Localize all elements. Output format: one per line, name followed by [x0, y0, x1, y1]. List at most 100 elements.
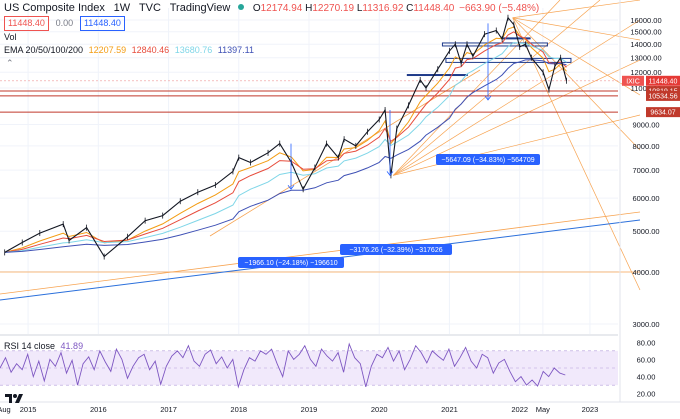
rsi-label: RSI 14 close [4, 341, 56, 351]
ema-line-20 [4, 26, 567, 253]
y-tick-label: 9000.00 [632, 120, 659, 129]
rsi-tick-label: 60.00 [637, 355, 656, 364]
y-tick-label: 8000.00 [632, 142, 659, 151]
measure-label-bg[interactable] [238, 257, 344, 268]
resistance-box[interactable] [445, 57, 572, 63]
resistance-box[interactable] [406, 74, 468, 77]
ohlc-high: H12270.19 [305, 3, 354, 14]
level-tag-text: 9634.07 [650, 110, 675, 117]
fan-trendline[interactable] [512, 17, 641, 41]
measure-label-bg[interactable] [340, 244, 452, 255]
current-price-tag [646, 75, 680, 86]
ohlc-close: C11448.40 [406, 3, 454, 14]
y-tick-label: 6000.00 [632, 194, 659, 203]
close-label: C [406, 3, 414, 14]
sell-price-box[interactable]: 11448.40 [4, 16, 49, 31]
rsi-indicator[interactable]: RSI 14 close 41.89 [4, 341, 83, 351]
x-tick-label: May [536, 405, 550, 414]
rsi-tick-label: 20.00 [637, 390, 656, 399]
fan-trendline[interactable] [393, 0, 601, 176]
fan-trendline[interactable] [393, 19, 641, 176]
level-tag-text: 10534.56 [648, 93, 677, 100]
fan-trendline[interactable] [393, 59, 641, 176]
ema-line-100 [4, 41, 567, 253]
fan-trendline[interactable] [512, 17, 641, 96]
level-tag [646, 90, 680, 101]
symbol-tag [622, 75, 644, 86]
interval[interactable]: 1W [113, 2, 131, 14]
y-tick-label: 3000.00 [632, 320, 659, 329]
high-value: 12270.19 [312, 3, 355, 14]
current-price-text: 11448.40 [649, 78, 678, 85]
tv-logo-mark [5, 394, 23, 403]
ema-line-200 [4, 59, 567, 253]
low-value: 11316.92 [362, 3, 404, 14]
price-line [4, 16, 568, 258]
high-label: H [305, 3, 313, 14]
arrow-head-icon [287, 185, 295, 190]
y-tick-label: 14000.00 [630, 40, 661, 49]
y-tick-label: 13000.00 [630, 54, 661, 63]
x-tick-label: 2021 [441, 405, 458, 414]
ema100-value: 13680.76 [174, 45, 213, 55]
x-tick-label: 2019 [301, 405, 318, 414]
resistance-box[interactable] [441, 42, 548, 47]
open-label: O [252, 3, 261, 14]
ema200-value: 11397.11 [217, 45, 254, 55]
measure-label-bg[interactable] [436, 154, 540, 165]
spread-value: 0.00 [55, 18, 74, 28]
x-tick-label: 2018 [230, 405, 247, 414]
rsi-line [0, 342, 566, 389]
fan-trendline[interactable] [393, 0, 561, 176]
collapse-chevron-icon[interactable]: ⌃ [6, 58, 14, 68]
x-tick-label: 2017 [160, 405, 177, 414]
status-dot-icon [238, 4, 245, 10]
x-tick-label: 2015 [20, 405, 37, 414]
fan-trendline[interactable] [512, 17, 641, 151]
x-tick-label: 2020 [371, 405, 388, 414]
trendline-layer [0, 0, 641, 301]
ema50-value: 12840.46 [131, 45, 170, 55]
y-tick-label: 15000.00 [630, 28, 661, 37]
ema-line-50 [4, 31, 567, 253]
x-tick-label: 2022 [511, 405, 528, 414]
fan-trendline[interactable] [512, 0, 641, 19]
ohlc-low: L11316.92 [357, 3, 404, 14]
series-layer [4, 14, 568, 260]
fan-trendline[interactable] [512, 17, 641, 291]
arrow-head-icon [484, 95, 492, 101]
ema20-value: 12207.59 [88, 45, 127, 55]
symbol-name[interactable]: US Composite Index [4, 2, 105, 14]
label-layer: −1966.10 (−24.18%) −196610 −3176.26 (−32.… [238, 23, 680, 268]
measure-label: −5647.09 (−34.83%) −564709 [441, 157, 534, 164]
vol-indicator[interactable]: Vol [4, 32, 17, 42]
rsi-tick-label: 80.00 [637, 338, 656, 347]
channel-trendline[interactable] [0, 211, 641, 295]
level-tag [646, 107, 680, 118]
fan-trendline[interactable] [393, 114, 641, 176]
ema-label: EMA 20/50/100/200 [4, 45, 84, 55]
tradingview-logo-icon[interactable] [4, 392, 24, 407]
vol-label: Vol [4, 32, 17, 42]
source: TradingView [169, 2, 231, 14]
ema-indicator[interactable]: EMA 20/50/100/200 12207.59 12840.46 1368… [4, 45, 254, 55]
x-tick-label: 2016 [90, 405, 107, 414]
open-value: 12174.94 [260, 3, 303, 14]
y-tick-label: 4000.00 [632, 268, 659, 277]
price-boxes: 11448.40 0.00 11448.40 [4, 16, 125, 31]
arrow-head-icon [386, 171, 394, 177]
grid-layer [0, 8, 618, 386]
x-tick-label: Aug [0, 405, 11, 414]
measure-label: −3176.26 (−32.39%) −317626 [349, 247, 442, 254]
rsi-tick-label: 40.00 [637, 373, 656, 382]
symbol-tag-text: IXIC [626, 78, 640, 85]
measure-label: −1966.10 (−24.18%) −196610 [244, 260, 337, 267]
rsi-layer [0, 342, 566, 389]
buy-price-box[interactable]: 11448.40 [79, 16, 125, 31]
y-tick-label: 12000.00 [630, 68, 661, 77]
y-tick-label: 5000.00 [632, 227, 659, 236]
y-tick-label: 16000.00 [630, 16, 661, 25]
exchange: TVC [138, 2, 161, 14]
